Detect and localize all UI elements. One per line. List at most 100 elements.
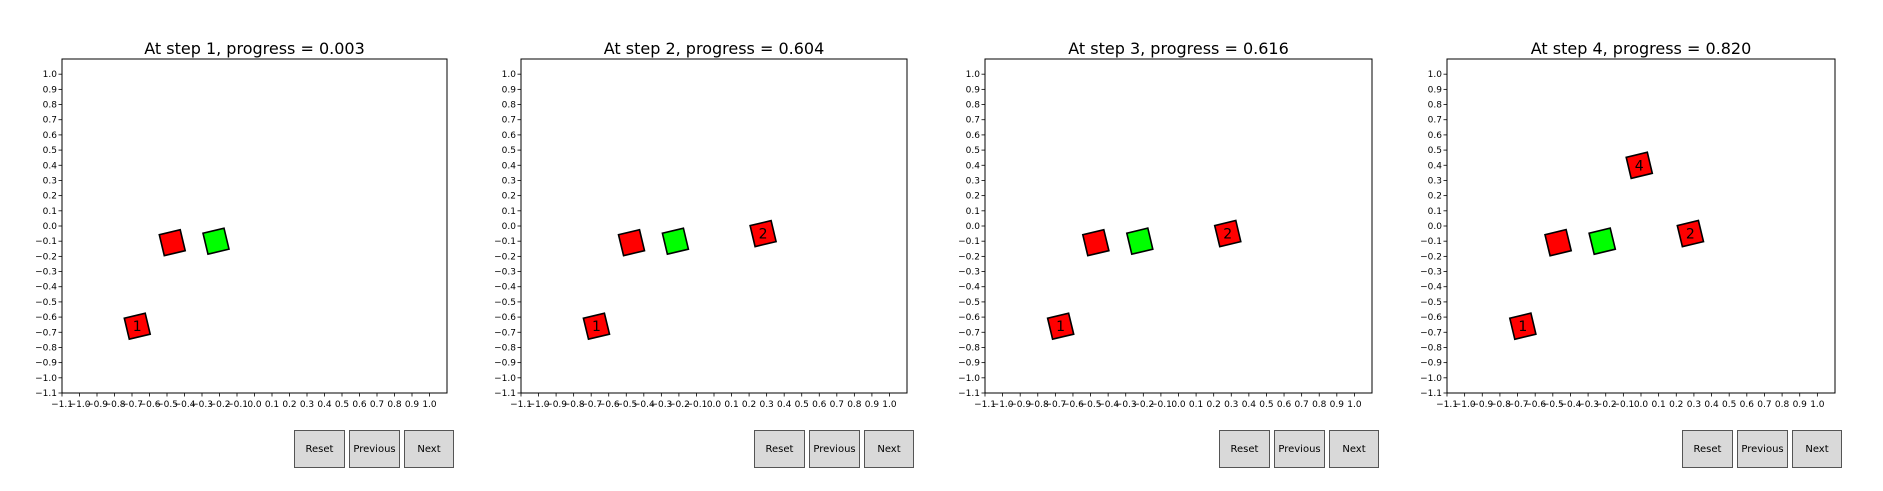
x-tick-label: 0.3: [1224, 400, 1238, 410]
y-tick-label: 0.5: [43, 146, 57, 156]
x-tick-label: 0.4: [1242, 400, 1257, 410]
x-tick-label: −1.0: [992, 400, 1014, 410]
x-tick-label: 1.0: [882, 400, 897, 410]
x-tick-label: −0.1: [1612, 400, 1634, 410]
y-tick-label: 0.5: [1428, 146, 1442, 156]
subplot-title: At step 4, progress = 0.820: [1531, 39, 1752, 58]
y-tick-label: −0.5: [958, 298, 980, 308]
y-tick-label: 0.3: [43, 176, 57, 186]
x-tick-label: 0.6: [812, 400, 827, 410]
y-tick-label: −0.3: [958, 268, 980, 278]
y-tick-label: 0.6: [966, 131, 981, 141]
red-diamond-marker: [158, 228, 187, 257]
next-button[interactable]: Next: [1329, 430, 1379, 468]
x-tick-label: 0.1: [1651, 400, 1665, 410]
red-diamond-marker: [1544, 228, 1573, 257]
reset-button[interactable]: Reset: [1682, 430, 1733, 468]
y-tick-label: −0.2: [35, 252, 57, 262]
y-tick-label: 0.2: [1428, 192, 1442, 202]
x-tick-label: 0.8: [1312, 400, 1327, 410]
marker-label: 2: [1686, 227, 1695, 243]
previous-button[interactable]: Previous: [349, 430, 400, 468]
x-tick-label: −0.4: [174, 400, 196, 410]
y-tick-label: −0.3: [1420, 268, 1442, 278]
x-tick-label: 0.2: [282, 400, 296, 410]
x-tick-label: −0.3: [1577, 400, 1599, 410]
x-tick-label: 0.5: [795, 400, 809, 410]
green-diamond-marker: [1588, 227, 1617, 256]
y-tick-label: −0.8: [1420, 343, 1442, 353]
y-tick-label: 0.3: [966, 176, 980, 186]
y-tick-label: 0.2: [966, 192, 980, 202]
green-diamond-marker: [1125, 227, 1154, 256]
y-tick-label: 1.0: [43, 70, 58, 80]
axes-frame: [984, 58, 1373, 394]
previous-button[interactable]: Previous: [1274, 430, 1325, 468]
y-tick-label: 0.6: [1428, 131, 1443, 141]
y-tick-label: −0.8: [494, 343, 516, 353]
x-tick-label: −0.8: [1027, 400, 1049, 410]
y-tick-label: −0.4: [958, 283, 980, 293]
y-tick-label: 0.3: [1428, 176, 1442, 186]
marker-label: 1: [1056, 319, 1065, 335]
green-diamond-marker: [661, 227, 690, 256]
x-tick-label: 1.0: [1810, 400, 1825, 410]
x-tick-label: −0.7: [580, 400, 602, 410]
x-tick-label: 0.0: [707, 400, 722, 410]
x-tick-label: 0.4: [317, 400, 332, 410]
subplot-title: At step 1, progress = 0.003: [144, 39, 365, 58]
y-tick-label: −0.9: [958, 359, 980, 369]
y-tick-label: 0.5: [502, 146, 516, 156]
x-tick-label: 0.8: [387, 400, 402, 410]
y-tick-label: −0.6: [958, 313, 980, 323]
x-tick-label: 0.6: [1277, 400, 1292, 410]
x-tick-label: −0.8: [104, 400, 126, 410]
x-tick-label: 1.0: [422, 400, 437, 410]
red-diamond-marker: [1508, 312, 1537, 341]
red-diamond-marker: [617, 228, 646, 257]
y-tick-label: −0.5: [35, 298, 57, 308]
y-tick-label: 1.0: [502, 70, 517, 80]
next-button[interactable]: Next: [864, 430, 914, 468]
x-tick-label: 0.9: [405, 400, 420, 410]
reset-button[interactable]: Reset: [754, 430, 805, 468]
y-tick-label: 0.4: [43, 161, 58, 171]
reset-button[interactable]: Reset: [294, 430, 345, 468]
marker-label: 2: [1223, 227, 1232, 243]
x-tick-label: 0.0: [1171, 400, 1186, 410]
y-tick-label: −0.6: [494, 313, 516, 323]
x-tick-label: 0.5: [335, 400, 349, 410]
y-tick-label: 0.0: [502, 222, 517, 232]
next-button[interactable]: Next: [404, 430, 454, 468]
reset-button[interactable]: Reset: [1219, 430, 1270, 468]
y-tick-label: 0.8: [1428, 101, 1443, 111]
x-tick-label: −1.1: [510, 400, 532, 410]
y-tick-label: 0.1: [1428, 207, 1442, 217]
x-tick-label: 0.2: [1207, 400, 1221, 410]
y-tick-label: 0.9: [966, 85, 981, 95]
x-tick-label: 0.2: [1669, 400, 1683, 410]
previous-button[interactable]: Previous: [809, 430, 860, 468]
y-tick-label: −0.9: [35, 359, 57, 369]
x-tick-label: 0.4: [1704, 400, 1719, 410]
y-tick-label: 0.8: [43, 101, 58, 111]
axes-frame: [1446, 58, 1836, 394]
y-tick-label: −0.9: [1420, 359, 1442, 369]
x-tick-label: −1.1: [1436, 400, 1458, 410]
y-tick-label: −0.7: [1420, 328, 1442, 338]
y-tick-label: 0.6: [43, 131, 58, 141]
next-button[interactable]: Next: [1792, 430, 1842, 468]
subplot-2: At step 2, progress = 0.604−1.1−1.1−1.0−…: [494, 39, 908, 410]
y-tick-label: −1.0: [494, 374, 516, 384]
x-tick-label: 0.8: [1775, 400, 1790, 410]
subplot-title: At step 2, progress = 0.604: [604, 39, 825, 58]
y-tick-label: 0.4: [502, 161, 517, 171]
y-tick-label: −0.1: [35, 237, 57, 247]
previous-button[interactable]: Previous: [1737, 430, 1788, 468]
x-tick-label: 0.3: [1687, 400, 1701, 410]
x-tick-label: −0.3: [191, 400, 213, 410]
x-tick-label: −0.5: [1542, 400, 1564, 410]
y-tick-label: 0.9: [43, 85, 58, 95]
y-tick-label: −0.1: [494, 237, 516, 247]
